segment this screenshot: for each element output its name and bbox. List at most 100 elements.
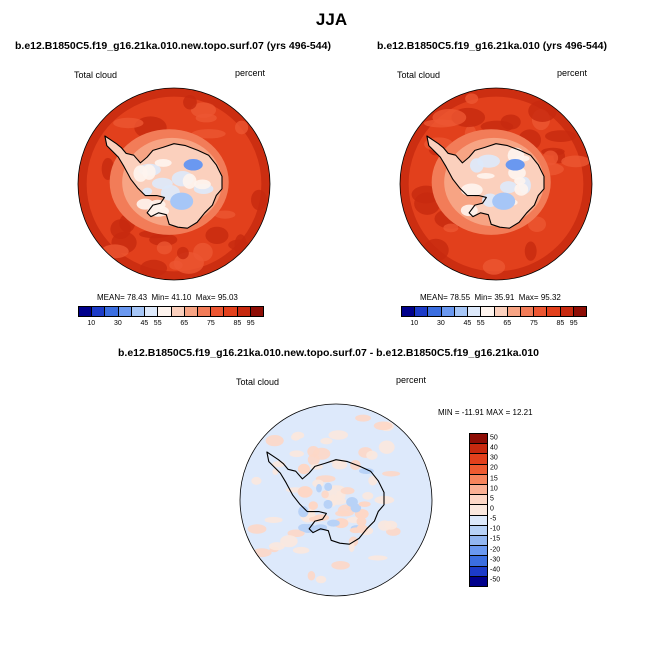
panel3-colorbar-tick-label: 50 — [490, 434, 498, 442]
panel2-colorbar-tick-label: 65 — [503, 320, 512, 327]
panel1-map-border — [77, 87, 271, 281]
panel2-colorbar-swatch — [534, 307, 548, 316]
panel1-interior-patch — [142, 164, 156, 180]
panel3-anomaly-patch — [328, 485, 345, 491]
panel1-interior-patch — [136, 198, 154, 210]
panel2-cloud-patch — [545, 130, 577, 142]
panel3-anomaly-patch — [264, 516, 283, 524]
panel3-colorbar-tick-label: 5 — [490, 495, 494, 503]
panel3-continent-anomaly — [324, 482, 333, 491]
panel1-min-label: Min= — [151, 293, 170, 302]
panel3-anomaly-patch — [368, 475, 378, 486]
panel3-colorbar-swatch — [470, 454, 487, 465]
panel2-colorbar-swatch — [468, 307, 482, 316]
panel1-colorbar-tick-label: 95 — [246, 320, 255, 327]
panel3-colorbar-swatch — [470, 546, 487, 557]
panel3-colorbar-swatch — [470, 464, 487, 475]
panel3-colorbar-swatch — [470, 536, 487, 547]
panel2-title: b.e12.B1850C5.f19_g16.21ka.010 (yrs 496-… — [377, 40, 607, 52]
panel2-colorbar-swatch — [402, 307, 416, 316]
panel2-interior-patch — [460, 204, 478, 217]
panel2-min: 35.91 — [494, 293, 515, 302]
panel3-anomaly-patch — [307, 570, 316, 581]
panel2-colorbar-tick-label: 55 — [476, 320, 485, 327]
panel2-variable-label: Total cloud — [397, 70, 441, 80]
panel3-colorbar-swatch — [470, 434, 487, 445]
panel1-colorbar-tick-label: 45 — [140, 320, 149, 327]
panel3-title: b.e12.B1850C5.f19_g16.21ka.010.new.topo.… — [118, 347, 540, 359]
panel1-cloud-patch — [183, 95, 197, 110]
panel3-anomaly-patch — [268, 542, 285, 551]
panel3-minmax: MIN = -11.91 MAX = 12.21 — [438, 408, 533, 417]
panel2-colorbar-tick-label: 10 — [410, 320, 419, 327]
panel1-map-group — [77, 87, 271, 281]
panel3-colorbar-tick-label: 30 — [490, 454, 498, 462]
panel3-colorbar-swatch — [470, 576, 487, 587]
panel1-colorbar-swatch — [92, 307, 106, 316]
panel1-colorbar-swatch — [158, 307, 172, 316]
panel3-units-label: percent — [396, 375, 427, 385]
panel1-colorbar-tick-label: 85 — [233, 320, 242, 327]
panel3-colorbar-tick-label: 10 — [490, 485, 498, 493]
panel3-variable-label: Total cloud — [236, 377, 280, 387]
panel1-max-label: Max= — [195, 293, 216, 302]
panel2-colorbar-swatch — [520, 307, 535, 316]
panel3-anomaly-patch — [382, 470, 401, 477]
panel2-max-label: Max= — [518, 293, 539, 302]
panel1-colorbar-swatch — [171, 307, 185, 316]
panel2-cloud-patch — [500, 114, 521, 130]
panel1-units-label: percent — [235, 68, 266, 78]
panel3-anomaly-patch — [280, 535, 298, 548]
panel3-colorbar-tick-label: -50 — [490, 576, 501, 584]
panel1-cloud-patch — [191, 129, 226, 139]
panel2-colorbar-tick-label: 45 — [463, 320, 472, 327]
figure-title: JJA — [315, 10, 348, 29]
panel2-cloud-patch — [414, 192, 441, 215]
panel3-colorbar-swatch — [470, 515, 487, 526]
panel3-anomaly-patch — [321, 490, 329, 499]
panel1-colorbar-swatch — [197, 307, 212, 316]
panel3-colorbar-tick-label: -20 — [490, 546, 501, 554]
panel1-interior-patch — [149, 199, 166, 210]
panel2-colorbar-swatch — [454, 307, 469, 316]
panel1-interior-patch — [142, 187, 153, 196]
panel2-low-cloud-east — [505, 159, 525, 171]
panel2-colorbar-swatch — [494, 307, 508, 316]
panel3-colorbar-swatch — [470, 474, 487, 486]
panel2-outer-ring — [400, 88, 592, 280]
panel2-colorbar-tick-label: 95 — [569, 320, 578, 327]
panel1-cloud-patch — [156, 241, 173, 255]
panel3-colorbar-tick-label: -30 — [490, 556, 501, 564]
panel2-cloud-patch — [524, 241, 537, 261]
panel3-colorbar — [469, 433, 488, 587]
panel2-cloud-patch — [528, 100, 557, 122]
panel1-stats: MEAN= 78.43 Min= 41.10 Max= 95.03 — [97, 293, 238, 302]
panel1-cloud-patch — [251, 189, 267, 211]
panel3-anomaly-patch — [327, 497, 347, 505]
panel1-colorbar-swatch — [237, 307, 251, 316]
panel2-units-label: percent — [557, 68, 588, 78]
panel1-colorbar-tick-label: 30 — [113, 320, 122, 327]
panel1-colorbar-swatch — [145, 307, 159, 316]
panel3-anomaly-patch — [315, 575, 327, 584]
panel1-max: 95.03 — [217, 293, 238, 302]
panel3-continent-anomaly — [308, 501, 318, 510]
panel2-colorbar-swatch — [507, 307, 521, 316]
panel3-anomaly-patch — [331, 561, 350, 570]
panel2-colorbar-swatch — [415, 307, 429, 316]
panel2-colorbar-swatch — [428, 307, 442, 316]
panel1-min: 41.10 — [171, 293, 192, 302]
panel2-map-border — [399, 87, 593, 281]
panel3-continent-anomaly — [350, 503, 362, 513]
panel2-interior-patch — [514, 183, 529, 196]
panel3-anomaly-patch — [312, 447, 331, 460]
panel3-colorbar-tick-label: 0 — [490, 505, 494, 513]
panel1-interior-patch — [182, 173, 197, 189]
panel2-colorbar-swatch — [560, 307, 574, 316]
panel3-colorbar-swatch — [470, 566, 487, 577]
panel1-colorbar-swatch — [184, 307, 198, 316]
panel3-anomaly-patch — [290, 433, 301, 441]
panel1-colorbar-tick-label: 10 — [87, 320, 96, 327]
panel3-continent-anomaly — [358, 501, 371, 507]
panel2-min-label: Min= — [474, 293, 493, 302]
